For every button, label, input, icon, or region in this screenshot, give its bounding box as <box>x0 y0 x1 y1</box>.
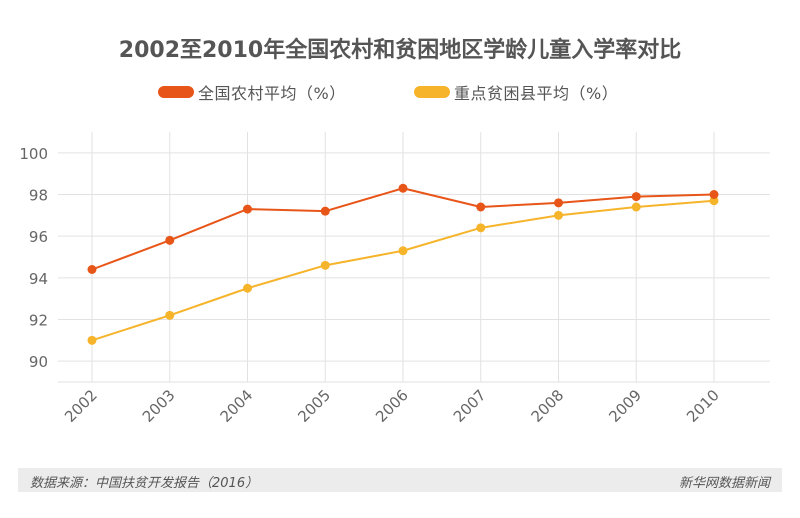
data-point-series1-2005 <box>320 206 330 216</box>
x-tick-label: 2008 <box>528 386 568 426</box>
legend: 全国农村平均（%） 重点贫困县平均（%） <box>0 80 800 106</box>
data-point-series2-2007 <box>476 223 486 233</box>
legend-label-poor-county: 重点贫困县平均（%） <box>454 84 619 103</box>
footer-source: 数据来源：中国扶贫开发报告（2016） <box>30 476 259 491</box>
data-point-series2-2002 <box>87 335 97 345</box>
data-point-series1-2007 <box>476 202 486 212</box>
data-point-series2-2008 <box>554 210 563 220</box>
x-tick-label: 2003 <box>139 386 179 426</box>
data-point-series2-2009 <box>631 202 641 212</box>
y-tick-label: 92 <box>29 312 48 330</box>
data-point-series2-2006 <box>398 246 408 256</box>
data-point-series2-2005 <box>320 260 330 270</box>
x-tick-label: 2010 <box>683 386 723 426</box>
data-point-series2-2010 <box>709 196 719 206</box>
footer-brand: 新华网数据新闻 <box>678 476 770 491</box>
y-tick-label: 96 <box>29 228 48 246</box>
x-tick-label: 2009 <box>605 386 645 426</box>
data-point-series1-2006 <box>398 183 408 193</box>
legend-swatch-poor-county <box>414 86 450 98</box>
legend-item-poor-county: 重点贫困县平均（%） <box>414 80 618 104</box>
data-point-series1-2008 <box>554 198 563 208</box>
data-point-series2-2004 <box>243 283 252 293</box>
y-tick-label: 98 <box>29 187 48 205</box>
data-point-series1-2010 <box>709 190 719 199</box>
y-tick-label: 90 <box>29 353 48 371</box>
x-tick-label: 2006 <box>372 386 412 426</box>
footer-bar: 数据来源：中国扶贫开发报告（2016） 新华网数据新闻 <box>18 468 782 492</box>
data-point-series2-2003 <box>165 310 175 320</box>
legend-item-national-rural: 全国农村平均（%） <box>158 80 346 104</box>
data-point-series1-2002 <box>87 265 97 274</box>
legend-label-national-rural: 全国农村平均（%） <box>198 84 346 103</box>
legend-swatch-national-rural <box>158 86 194 98</box>
y-tick-label: 100 <box>19 145 48 163</box>
data-point-series1-2003 <box>165 235 175 245</box>
x-tick-label: 2007 <box>450 386 490 426</box>
y-tick-label: 94 <box>29 270 48 288</box>
x-tick-label: 2004 <box>217 386 257 426</box>
chart-title: 2002至2010年全国农村和贫困地区学龄儿童入学率对比 <box>118 38 682 63</box>
x-tick-label: 2005 <box>294 386 334 426</box>
data-point-series1-2004 <box>243 204 252 214</box>
x-tick-label: 2002 <box>61 386 101 426</box>
data-point-series1-2009 <box>631 192 641 202</box>
